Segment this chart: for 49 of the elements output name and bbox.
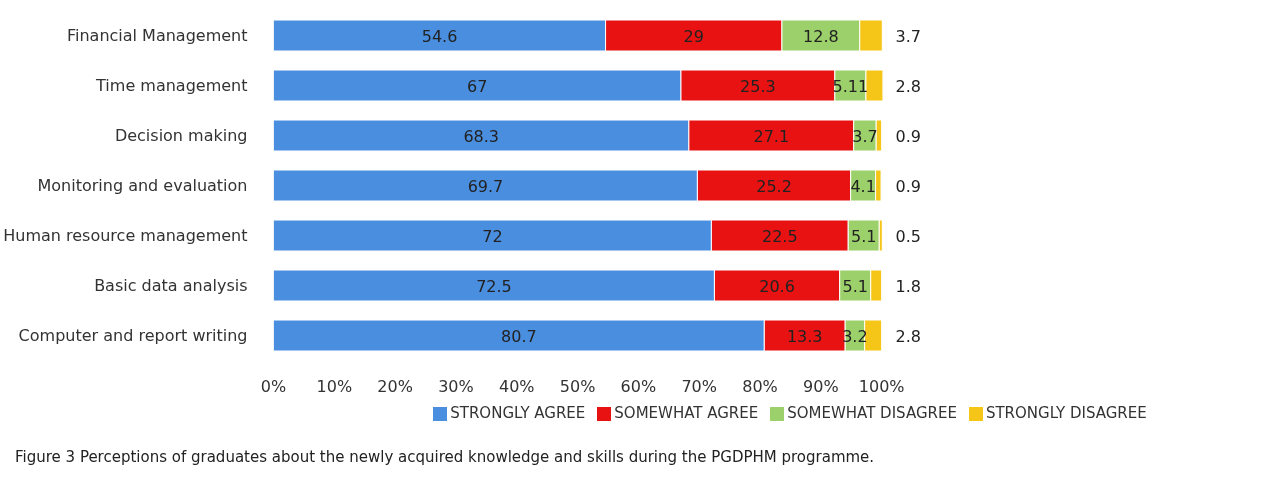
x-tick-label: 30% bbox=[438, 376, 474, 396]
legend-item: STRONGLY DISAGREE bbox=[968, 403, 1147, 425]
data-label: 72.5 bbox=[476, 276, 512, 296]
data-label: 20.6 bbox=[759, 276, 795, 296]
data-label: 25.2 bbox=[756, 176, 792, 196]
y-tick-label: Financial Management bbox=[66, 26, 248, 45]
data-label: 69.7 bbox=[467, 176, 504, 196]
data-label: 1.8 bbox=[895, 276, 921, 296]
legend-label: STRONGLY AGREE bbox=[450, 403, 586, 424]
data-label: 4.1 bbox=[850, 176, 876, 196]
data-label: 72 bbox=[482, 226, 503, 246]
legend-item: STRONGLY AGREE bbox=[433, 403, 586, 425]
data-label: 67 bbox=[467, 76, 488, 96]
data-label: 3.7 bbox=[895, 26, 921, 46]
y-tick-label: Decision making bbox=[114, 126, 248, 145]
data-label: 5.1 bbox=[851, 226, 877, 246]
x-tick-label: 80% bbox=[742, 376, 778, 396]
x-tick-label: 0% bbox=[260, 376, 287, 396]
legend-item: SOMEWHAT AGREE bbox=[597, 403, 759, 425]
y-tick-label: Basic data analysis bbox=[94, 276, 248, 295]
data-label: 12.8 bbox=[803, 26, 839, 46]
x-tick-label: 10% bbox=[316, 376, 353, 396]
data-label: 2.8 bbox=[895, 326, 921, 346]
x-tick-label: 70% bbox=[681, 376, 717, 396]
x-tick-label: 50% bbox=[559, 376, 596, 396]
y-tick-label: Computer and report writing bbox=[18, 326, 248, 345]
data-label: 54.6 bbox=[421, 26, 458, 46]
y-tick-label: Monitoring and evaluation bbox=[37, 176, 248, 195]
data-label: 2.8 bbox=[895, 76, 921, 96]
data-label: 13.3 bbox=[786, 326, 823, 346]
data-label: 0.5 bbox=[895, 226, 921, 246]
data-label: 22.5 bbox=[761, 226, 798, 246]
y-tick-label: Time management bbox=[95, 76, 248, 95]
y-tick-label: Human resource management bbox=[3, 226, 248, 245]
data-label: 29 bbox=[683, 26, 704, 46]
legend-item: SOMEWHAT DISAGREE bbox=[770, 403, 957, 425]
data-label: 5.1 bbox=[842, 276, 868, 296]
x-tick-label: 40% bbox=[498, 376, 535, 396]
data-label: 25.3 bbox=[740, 76, 776, 96]
x-tick-label: 90% bbox=[803, 376, 839, 396]
caption: Figure 3 Perceptions of graduates about the newly acquired knowledge and skills during the PGDPHM programme. bbox=[14, 447, 876, 468]
data-label: 80.7 bbox=[501, 326, 537, 346]
x-tick-label: 100% bbox=[858, 376, 905, 396]
x-tick-label: 20% bbox=[377, 376, 413, 396]
data-label: 27.1 bbox=[753, 126, 790, 146]
data-label: 0.9 bbox=[895, 176, 921, 196]
data-label: 0.9 bbox=[895, 126, 921, 146]
x-tick-label: 60% bbox=[620, 376, 657, 396]
data-label: 68.3 bbox=[463, 126, 499, 146]
